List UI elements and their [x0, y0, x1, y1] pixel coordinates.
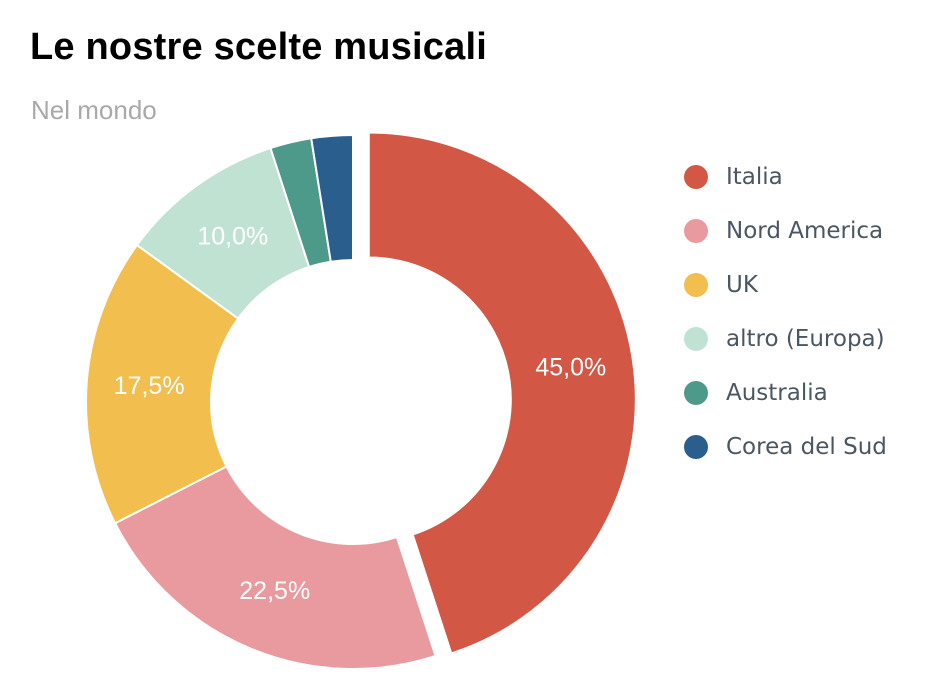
slice-uk[interactable]	[85, 243, 240, 525]
legend-marker-icon	[684, 435, 708, 459]
legend-item-australia[interactable]: Australia	[684, 366, 887, 420]
legend-marker-icon	[684, 273, 708, 297]
slice-nord-america[interactable]	[113, 465, 437, 670]
legend-item-corea-del-sud[interactable]: Corea del Sud	[684, 420, 887, 474]
legend-marker-icon	[684, 219, 708, 243]
legend-item-nord-america[interactable]: Nord America	[684, 204, 887, 258]
data-label-nord-america: 22,5%	[239, 577, 310, 605]
legend-label: altro (Europa)	[726, 326, 885, 352]
legend-label: UK	[726, 272, 758, 298]
legend-label: Corea del Sud	[726, 434, 887, 460]
legend-marker-icon	[684, 327, 708, 351]
legend-label: Nord America	[726, 218, 884, 244]
data-label-italia: 45,0%	[535, 354, 606, 382]
legend-item-altro-europa[interactable]: altro (Europa)	[684, 312, 887, 366]
slice-corea-del-sud[interactable]	[310, 133, 354, 263]
slice-italia[interactable]	[367, 131, 637, 655]
chart-subtitle: Nel mondo	[31, 95, 157, 125]
legend-marker-icon	[684, 381, 708, 405]
legend: Italia Nord America UK altro (Europa) Austra…	[684, 150, 887, 474]
legend-label: Australia	[726, 380, 828, 406]
legend-item-italia[interactable]: Italia	[684, 150, 887, 204]
data-label-altro-europa: 10,0%	[197, 223, 268, 251]
legend-item-uk[interactable]: UK	[684, 258, 887, 312]
chart-title: Le nostre scelte musicali	[30, 26, 487, 68]
legend-label: Italia	[726, 164, 783, 190]
data-label-uk: 17,5%	[114, 372, 185, 400]
legend-marker-icon	[684, 165, 708, 189]
